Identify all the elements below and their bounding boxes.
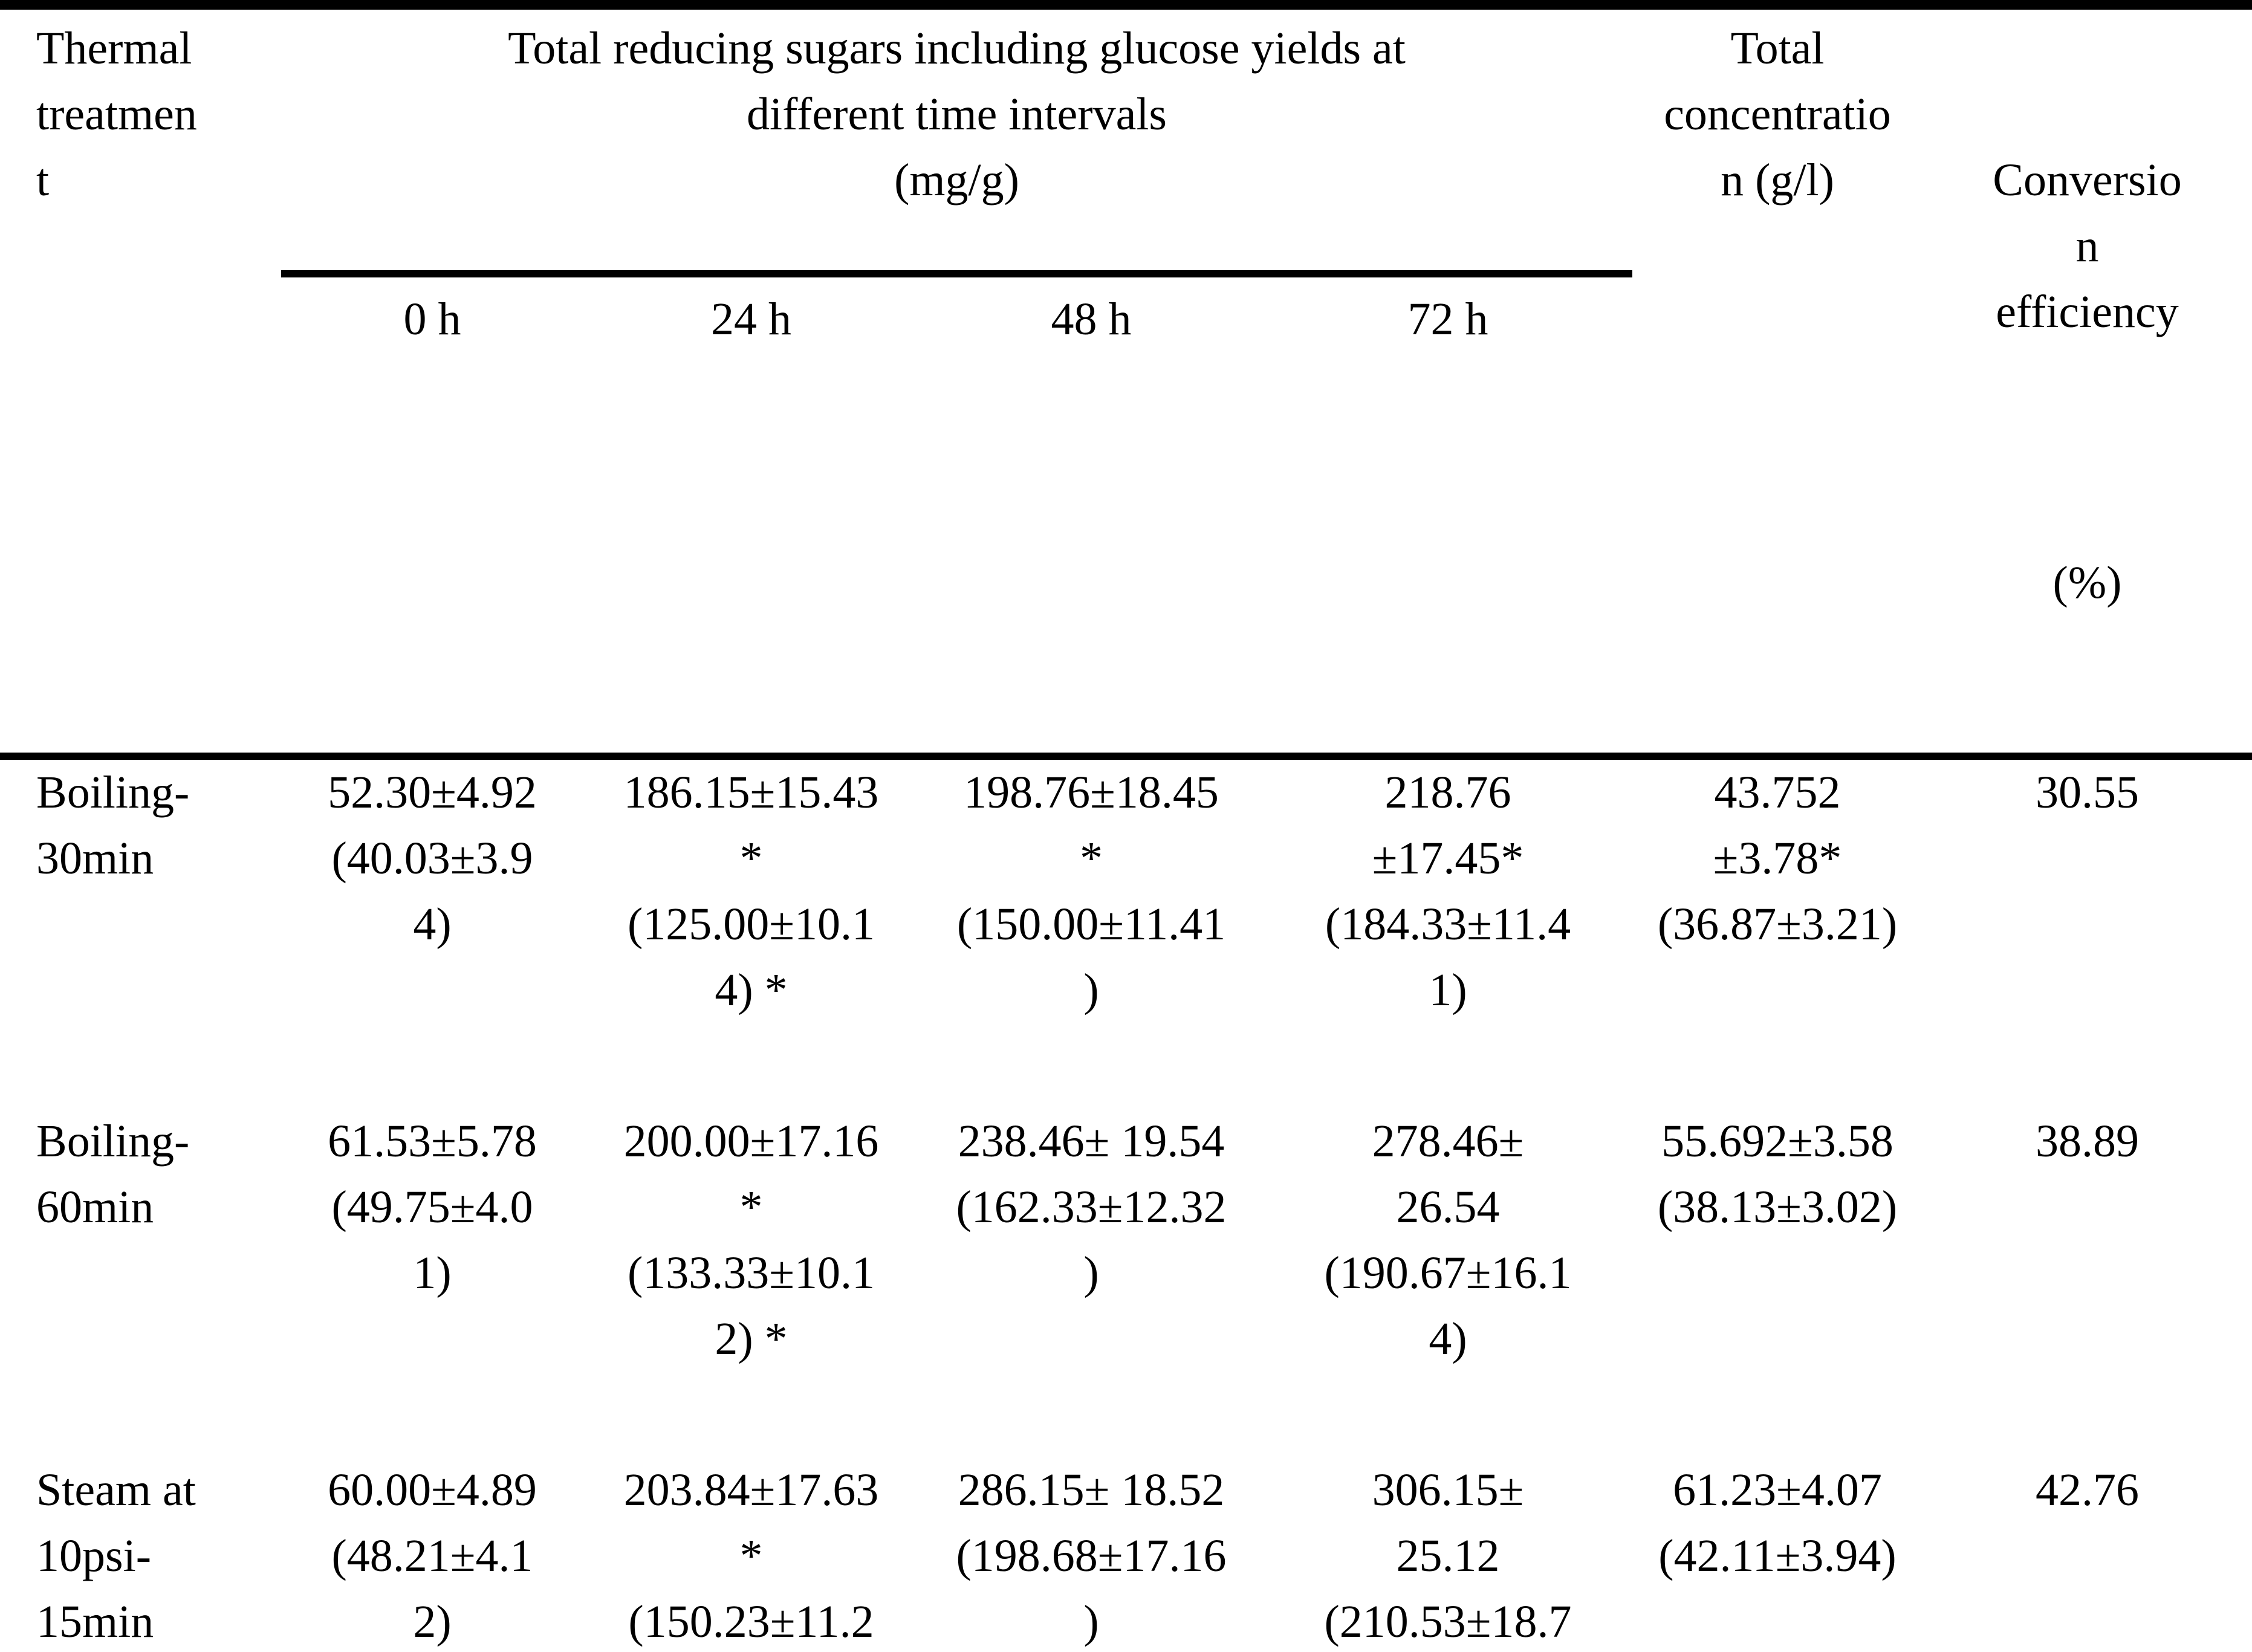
row-efficiency-value: 38.89 <box>2036 1116 2139 1167</box>
table-row-boiling-30min: Boiling- 30min 52.30±4.92 (40.03±3.9 4) … <box>0 760 2252 1023</box>
row-treatment: Steam at 10psi- 15min <box>36 1465 196 1647</box>
row-48h-value: 238.46± 19.54 (162.33±12.32 ) <box>956 1116 1227 1298</box>
header-subcol-48h: 48 h <box>1051 294 1132 345</box>
header-sugars-title: Total reducing sugars including glucose … <box>508 23 1406 206</box>
row-treatment: Boiling- 30min <box>36 767 190 884</box>
header-bottom-rule <box>0 753 2252 760</box>
row-72h-value: 218.76 ±17.45* (184.33±11.4 1) <box>1325 767 1571 1015</box>
row-efficiency-value: 42.76 <box>2036 1465 2139 1515</box>
header-subcol-0h: 0 h <box>403 294 461 345</box>
header-total-concentration: Total concentratio n (g/l) <box>1664 23 1891 206</box>
header-conversion-efficiency-title: Conversio n efficiency <box>1993 155 2182 337</box>
row-48h-value: 198.76±18.45 * (150.00±11.41 ) <box>956 767 1226 1015</box>
row-72h-value: 278.46± 26.54 (190.67±16.1 4) <box>1324 1116 1572 1364</box>
row-treatment: Boiling- 60min <box>36 1116 190 1233</box>
row-24h-value: 186.15±15.43 * (125.00±10.1 4) * <box>623 767 879 1015</box>
header-sugars-group: Total reducing sugars including glucose … <box>281 16 1632 748</box>
header-conversion-efficiency: Conversio n efficiency (%) <box>1923 16 2252 748</box>
header-sugars-underline <box>281 270 1632 277</box>
table-row-boiling-60min: Boiling- 60min 61.53±5.78 (49.75±4.0 1) … <box>0 1109 2252 1372</box>
row-concentration-value: 43.752 ±3.78* (36.87±3.21) <box>1657 767 1898 950</box>
row-concentration-value: 61.23±4.07 (42.11±3.94) <box>1658 1465 1897 1581</box>
header-subcol-72h: 72 h <box>1407 294 1488 345</box>
row-0h-value: 60.00±4.89 (48.21±4.1 2) <box>328 1465 537 1647</box>
header-conversion-efficiency-unit: (%) <box>2052 557 2122 608</box>
header-subcol-24h: 24 h <box>711 294 791 345</box>
row-24h-value: 203.84±17.63 * (150.23±11.2 3) <box>623 1465 879 1647</box>
header-thermal-treatment: Thermal treatmen t <box>36 23 197 206</box>
row-72h-value: 306.15± 25.12 (210.53±18.7 1) <box>1324 1465 1572 1647</box>
row-efficiency-value: 30.55 <box>2036 767 2139 818</box>
table-top-rule <box>0 0 2252 10</box>
row-0h-value: 52.30±4.92 (40.03±3.9 4) <box>328 767 537 950</box>
row-concentration-value: 55.692±3.58 (38.13±3.02) <box>1657 1116 1898 1233</box>
table-row-steam-10psi-15min: Steam at 10psi- 15min 60.00±4.89 (48.21±… <box>0 1457 2252 1652</box>
row-24h-value: 200.00±17.16 * (133.33±10.1 2) * <box>623 1116 879 1364</box>
row-0h-value: 61.53±5.78 (49.75±4.0 1) <box>328 1116 537 1298</box>
table-header: Thermal treatmen t Total reducing sugars… <box>0 16 2252 748</box>
row-48h-value: 286.15± 18.52 (198.68±17.16 ) <box>956 1465 1227 1647</box>
header-time-subcolumns: 0 h 24 h 48 h 72 h <box>281 287 1632 352</box>
